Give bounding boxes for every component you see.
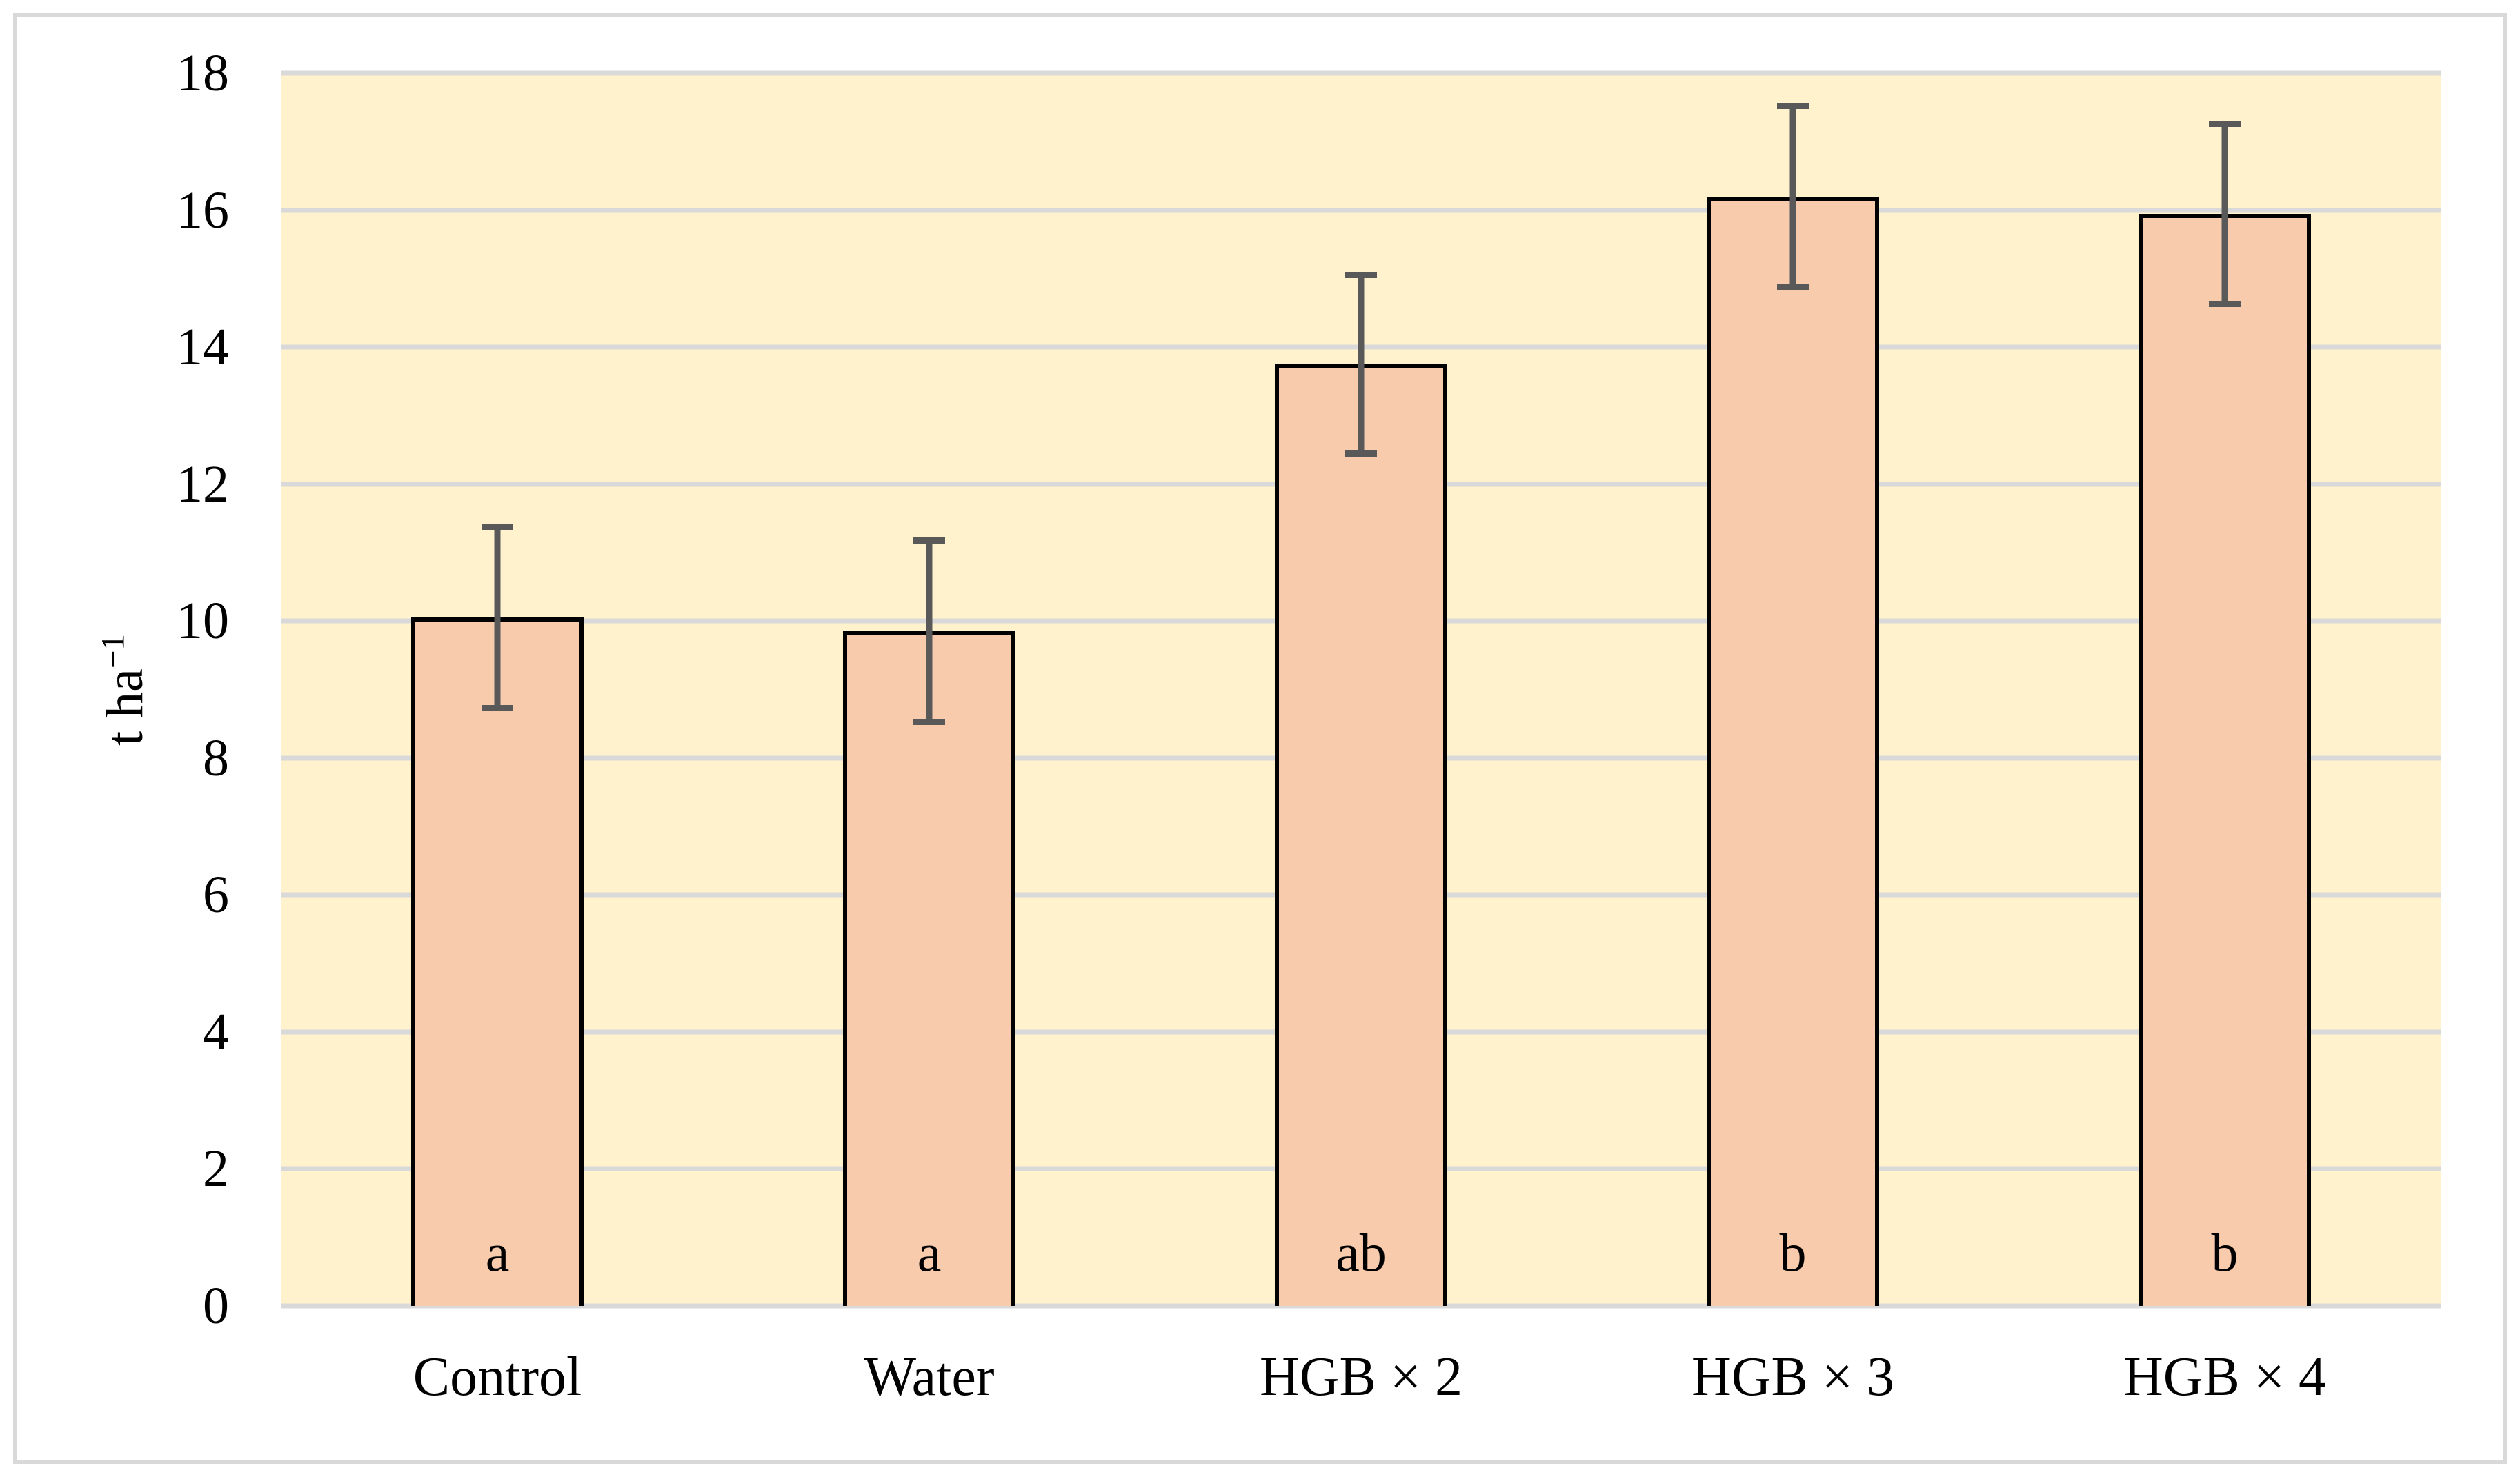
error-bar-line: [1358, 271, 1365, 457]
y-tick-label-18: 18: [177, 44, 229, 102]
error-bar-4: [1777, 102, 1809, 290]
y-tick-label-10: 10: [177, 592, 229, 651]
bar-2: [843, 631, 1015, 1306]
x-category-label-3: HGB × 2: [1259, 1347, 1463, 1407]
y-tick-label-6: 6: [203, 866, 229, 924]
significance-letter-4: b: [1779, 1222, 1807, 1282]
error-bar-cap-top: [913, 537, 945, 544]
significance-letter-3: ab: [1336, 1222, 1387, 1282]
bar-slot-2: a: [713, 73, 1145, 1306]
error-bar-2: [913, 537, 945, 726]
error-bar-cap-bottom: [482, 705, 513, 712]
y-tick-label-12: 12: [177, 455, 229, 513]
bar-1: [411, 617, 584, 1306]
bar-3: [1275, 364, 1447, 1306]
error-bar-cap-bottom: [913, 719, 945, 726]
error-bar-cap-bottom: [2209, 300, 2241, 307]
error-bar-1: [482, 524, 513, 712]
bar-slot-1: a: [281, 73, 713, 1306]
error-bar-cap-bottom: [1777, 284, 1809, 290]
x-category-label-2: Water: [864, 1347, 995, 1407]
y-tick-label-2: 2: [203, 1140, 229, 1198]
error-bar-cap-top: [2209, 120, 2241, 127]
gridline-y-18: [281, 70, 2441, 76]
plot-area: a a ab b b: [281, 70, 2441, 1309]
error-bar-line: [926, 537, 933, 726]
y-axis-tick-labels: 0 2 4 6 8 10 12 14 16 18: [0, 47, 229, 1332]
significance-letter-5: b: [2211, 1222, 2239, 1282]
x-axis-category-labels: Control Water HGB × 2 HGB × 3 HGB × 4: [281, 1347, 2441, 1407]
y-tick-label-8: 8: [203, 728, 229, 787]
y-tick-label-4: 4: [203, 1002, 229, 1061]
error-bar-line: [494, 524, 501, 712]
y-tick-label-0: 0: [203, 1277, 229, 1335]
error-bar-cap-top: [1345, 271, 1377, 278]
x-category-label-4: HGB × 3: [1691, 1347, 1895, 1407]
error-bar-3: [1345, 271, 1377, 457]
x-category-label-5: HGB × 4: [2123, 1347, 2327, 1407]
error-bar-line: [2221, 120, 2228, 307]
bar-5: [2139, 213, 2311, 1306]
significance-letter-2: a: [917, 1222, 942, 1282]
error-bar-cap-top: [482, 524, 513, 531]
bar-slot-5: b: [2009, 73, 2441, 1306]
bar-4: [1707, 196, 1879, 1306]
error-bar-cap-top: [1777, 102, 1809, 109]
bar-slot-4: b: [1577, 73, 2009, 1306]
error-bar-5: [2209, 120, 2241, 307]
y-tick-label-14: 14: [177, 318, 229, 377]
bars-layer: a a ab b b: [281, 73, 2441, 1306]
y-tick-label-16: 16: [177, 181, 229, 239]
significance-letter-1: a: [485, 1222, 510, 1282]
bar-slot-3: ab: [1145, 73, 1577, 1306]
gridline-y-16: [281, 208, 2441, 213]
error-bar-line: [1789, 102, 1796, 290]
gridline-y-0: [281, 1303, 2441, 1309]
error-bar-cap-bottom: [1345, 450, 1377, 457]
x-category-label-1: Control: [413, 1347, 582, 1407]
